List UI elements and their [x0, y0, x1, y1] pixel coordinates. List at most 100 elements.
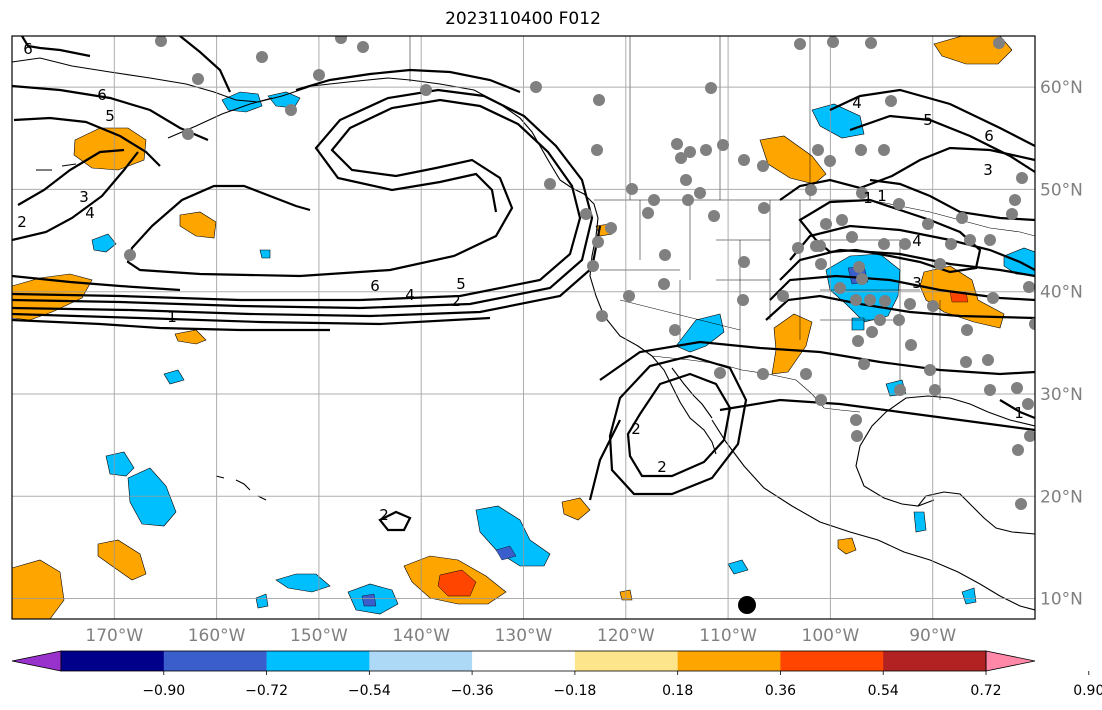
contour-value-label: 4	[852, 94, 862, 112]
station-marker	[777, 290, 789, 302]
colorbar-tick-label: −0.18	[553, 683, 596, 699]
station-marker	[984, 384, 996, 396]
station-marker	[1006, 208, 1018, 220]
station-marker	[587, 260, 599, 272]
station-marker	[810, 240, 822, 252]
negative-anomaly-area	[267, 91, 301, 109]
station-marker	[893, 198, 905, 210]
colorbar-extend-high	[985, 650, 1036, 672]
longitude-tick-label: 120°W	[597, 626, 655, 646]
contour-line	[13, 116, 161, 167]
station-marker	[922, 218, 934, 230]
positive-anomaly-area	[837, 537, 857, 555]
station-marker	[758, 202, 770, 214]
station-marker	[820, 218, 832, 230]
colorbar-bin	[61, 651, 165, 671]
contour-value-label: 3	[983, 161, 993, 179]
longitude-tick-label: 150°W	[290, 626, 348, 646]
contour-value-label: 2	[451, 292, 461, 310]
station-marker	[850, 294, 862, 306]
station-marker	[669, 324, 681, 336]
station-marker	[834, 282, 846, 294]
station-marker	[899, 238, 911, 250]
latitude-labels: 60°N 50°N 40°N 30°N 20°N 10°N	[1040, 78, 1083, 609]
station-marker	[874, 314, 886, 326]
station-marker	[335, 36, 347, 44]
station-marker	[853, 261, 865, 273]
station-marker	[714, 367, 726, 379]
contour-value-label: 2	[657, 458, 667, 476]
colorbar-outline	[60, 650, 987, 672]
station-marker	[648, 194, 660, 206]
station-marker	[530, 81, 542, 93]
colorbar: −0.90 −0.72 −0.54 −0.36 −0.18 0.18 0.36 0.54 0.7…	[11, 650, 1102, 699]
station-marker	[1024, 430, 1035, 442]
contour-value-label: 5	[456, 275, 466, 293]
positive-anomaly-area	[561, 497, 591, 521]
contour-line	[12, 274, 181, 292]
station-marker	[982, 354, 994, 366]
station-marker	[866, 326, 878, 338]
station-marker	[815, 394, 827, 406]
map-title: 2023110400 F012	[445, 9, 601, 29]
station-marker	[904, 298, 916, 310]
marker-dot	[738, 596, 756, 614]
station-marker	[855, 144, 867, 156]
contour-line	[849, 114, 1035, 173]
gridlines	[12, 36, 1035, 619]
station-marker	[993, 37, 1005, 49]
negative-anomaly-area	[127, 467, 177, 527]
contour-value-label: 2	[631, 420, 641, 438]
station-marker	[894, 384, 906, 396]
colorbar-bin	[780, 651, 884, 671]
negative-anomaly-area	[163, 369, 185, 385]
station-marker	[824, 155, 836, 167]
station-marker	[182, 128, 194, 140]
station-marker	[1022, 398, 1034, 410]
us-mexico-border	[651, 355, 861, 413]
contour-value-label: 1	[877, 187, 887, 205]
station-marker	[800, 368, 812, 380]
station-marker	[593, 94, 605, 106]
contour-line	[21, 36, 91, 58]
latitude-tick-label: 10°N	[1040, 590, 1083, 610]
negative-anomaly-area	[221, 91, 263, 113]
station-marker	[313, 69, 325, 81]
negative-anomaly-area	[475, 505, 551, 567]
alaska-coastline	[12, 57, 561, 181]
station-marker	[1015, 498, 1027, 510]
contour-line	[999, 399, 1035, 420]
contour-line	[779, 146, 1035, 201]
contour-value-label: 1	[863, 189, 873, 207]
station-marker	[964, 234, 976, 246]
station-marker	[357, 41, 369, 53]
longitude-tick-label: 110°W	[699, 626, 757, 646]
station-marker	[591, 144, 603, 156]
station-marker	[856, 187, 868, 199]
station-marker	[596, 310, 608, 322]
station-marker	[794, 38, 806, 50]
latitude-tick-label: 30°N	[1040, 385, 1083, 405]
station-marker	[865, 37, 877, 49]
contour-line	[179, 36, 232, 93]
contour-line	[599, 340, 1035, 381]
alaska-islands	[36, 163, 77, 171]
station-marker	[659, 249, 671, 261]
station-marker	[924, 364, 936, 376]
colorbar-tick-label: 0.36	[765, 683, 796, 699]
station-marker	[852, 335, 864, 347]
contour-value-label: 1	[167, 308, 177, 326]
station-marker	[737, 294, 749, 306]
station-marker	[927, 300, 939, 312]
contour-line	[295, 68, 521, 94]
contour-value-label: 6	[984, 127, 994, 145]
station-marker	[623, 290, 635, 302]
station-marker	[680, 174, 692, 186]
canada-province-borders	[409, 36, 811, 200]
longitude-tick-label: 170°W	[85, 626, 143, 646]
contour-value-label: 2	[17, 213, 27, 231]
station-marker	[878, 238, 890, 250]
contour-value-label: 5	[105, 107, 115, 125]
colorbar-tick-label: −0.36	[451, 683, 494, 699]
